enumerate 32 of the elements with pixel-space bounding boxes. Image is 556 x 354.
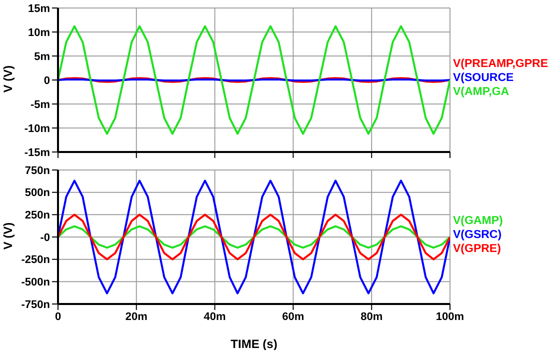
y-tick-label: 5m xyxy=(34,50,50,63)
y-tick-label: 0 xyxy=(44,74,50,87)
x-tick-label: 80m xyxy=(360,310,383,323)
line-series xyxy=(58,25,450,135)
line-series xyxy=(58,225,450,249)
y-tick-label: 15m xyxy=(28,2,50,15)
y-tick-label: -0 xyxy=(40,232,50,244)
y-tick-label: 250n xyxy=(24,210,50,222)
y-tick-label: 750n xyxy=(24,164,50,177)
y-tick-label: -500n xyxy=(21,276,50,289)
y-tick-label: 10m xyxy=(28,26,50,39)
y-axis-title: V (V) xyxy=(1,64,15,95)
series-label: V(GAMP) xyxy=(453,215,503,227)
y-tick-label: -750n xyxy=(21,298,50,311)
x-tick-label: 60m xyxy=(282,310,304,323)
line-series xyxy=(58,180,450,294)
y-tick-label: -250n xyxy=(21,254,50,266)
x-tick-label: 40m xyxy=(204,310,226,323)
series-label: V(PREAMP,GPRE xyxy=(453,58,548,70)
y-tick-label: -5m xyxy=(30,98,50,111)
series-label: V(AMP,GA xyxy=(453,86,510,98)
y-tick-label: -10m xyxy=(24,122,50,135)
y-tick-label: -15m xyxy=(24,146,50,159)
y-tick-label: 500n xyxy=(24,187,50,200)
series-label: V(SOURCE xyxy=(453,72,514,84)
x-tick-label: 100m xyxy=(436,310,464,323)
x-tick-label: 0 xyxy=(54,310,62,323)
y-axis-title: V (V) xyxy=(1,221,15,252)
x-tick-label: 20m xyxy=(125,310,148,323)
series-label: V(GPRE) xyxy=(453,243,501,255)
line-series xyxy=(58,214,450,260)
series-label: V(GSRC) xyxy=(453,229,502,241)
